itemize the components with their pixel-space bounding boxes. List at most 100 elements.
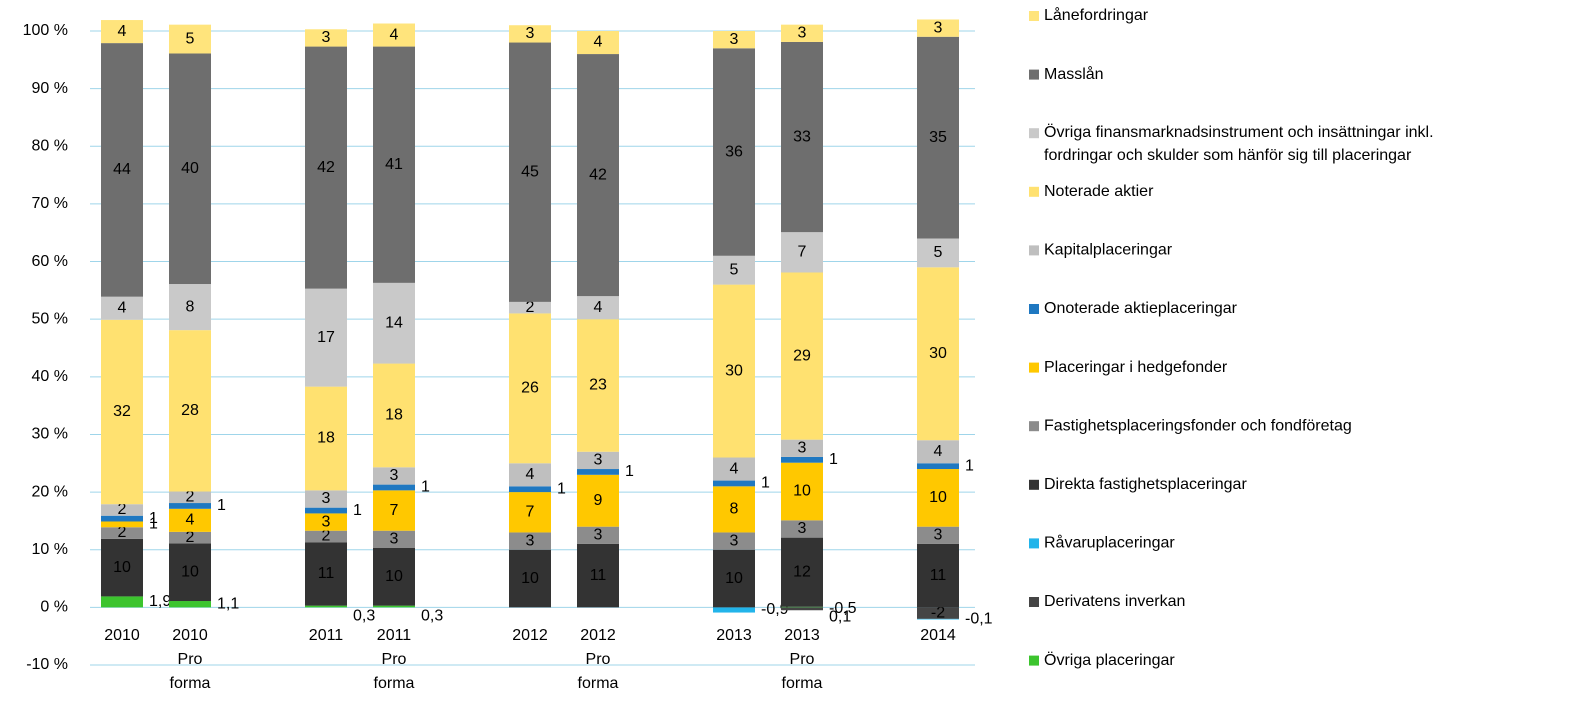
bar-segment xyxy=(169,531,211,544)
data-label: 4 xyxy=(118,23,127,40)
data-label: 4 xyxy=(594,34,603,51)
data-label: 35 xyxy=(929,129,947,146)
bar-segment xyxy=(101,43,143,297)
legend-swatch xyxy=(1029,245,1039,256)
data-label: 1 xyxy=(557,480,566,497)
data-label: 3 xyxy=(526,25,535,42)
data-label: 0,3 xyxy=(353,608,375,625)
data-label: 2 xyxy=(186,529,195,546)
data-label: 1 xyxy=(217,497,226,514)
y-tick-label: 30 % xyxy=(32,426,68,443)
bar-segment xyxy=(781,272,823,440)
legend-swatch xyxy=(1029,11,1039,21)
data-label: 7 xyxy=(798,244,807,261)
y-tick-label: -10 % xyxy=(26,656,68,673)
bar-segment xyxy=(305,530,347,543)
data-label: 2 xyxy=(118,524,127,541)
data-label: 44 xyxy=(113,161,131,178)
x-tick-label: 2014 xyxy=(920,627,956,644)
data-label: 3 xyxy=(594,527,603,544)
bar-segment xyxy=(781,537,823,607)
data-label: 10 xyxy=(929,489,947,506)
bar-segment xyxy=(577,451,619,470)
bar-segment xyxy=(169,491,211,504)
data-label: 3 xyxy=(594,452,603,469)
legend-swatch xyxy=(1029,69,1039,80)
bar-segment xyxy=(713,31,755,49)
data-label: 32 xyxy=(113,403,131,420)
bar-segment xyxy=(781,462,823,521)
data-label: 3 xyxy=(390,531,399,548)
data-label: 23 xyxy=(589,377,607,394)
data-label: -2 xyxy=(931,604,945,621)
data-label: 4 xyxy=(594,299,603,316)
bar-segment xyxy=(373,282,415,364)
bar-segment xyxy=(781,439,823,457)
data-label: 10 xyxy=(521,570,539,587)
data-label: 4 xyxy=(934,443,943,460)
bar-segment xyxy=(169,284,211,331)
data-label: 28 xyxy=(181,402,199,419)
data-label: -0,5 xyxy=(829,600,857,617)
data-label: 10 xyxy=(385,568,403,585)
bar-segment xyxy=(781,606,823,608)
bar-segment xyxy=(373,363,415,468)
data-label: 42 xyxy=(589,166,607,183)
data-label: 3 xyxy=(322,490,331,507)
data-label: 3 xyxy=(390,467,399,484)
bar-segment xyxy=(713,284,755,458)
data-label: 5 xyxy=(186,30,195,47)
bar-segment xyxy=(169,330,211,492)
bar-segment xyxy=(169,24,211,54)
bar-segment xyxy=(305,46,347,289)
bar-segment xyxy=(713,480,755,487)
bar-segment xyxy=(373,484,415,491)
bar-segment xyxy=(781,607,823,611)
legend-swatch xyxy=(1029,304,1039,314)
bar-segment xyxy=(781,24,823,42)
bar-segment xyxy=(101,538,143,597)
bar-segment xyxy=(781,520,823,538)
data-label: 30 xyxy=(725,362,743,379)
data-label: 1,1 xyxy=(217,595,239,612)
x-tick-label: 2011 Pro forma xyxy=(374,627,415,692)
bar-segment xyxy=(101,504,143,516)
y-tick-label: 60 % xyxy=(32,253,68,270)
bar-segment xyxy=(781,41,823,233)
bar-segment xyxy=(305,507,347,514)
bar-segment xyxy=(713,48,755,256)
data-label: 10 xyxy=(725,570,743,587)
data-label: 3 xyxy=(798,25,807,42)
legend-label: Fastighetsplaceringsfonder och fondföret… xyxy=(1044,417,1352,434)
legend-label: Derivatens inverkan xyxy=(1044,593,1185,610)
data-label: 0,3 xyxy=(421,608,443,625)
bar-segment xyxy=(509,25,551,43)
y-tick-label: 100 % xyxy=(23,22,68,39)
data-label: 26 xyxy=(521,380,539,397)
bar-segment xyxy=(373,547,415,606)
bar-segment xyxy=(373,467,415,485)
legend-label: Övriga placeringar xyxy=(1044,651,1175,669)
data-label: 1 xyxy=(761,475,770,492)
data-label: 30 xyxy=(929,345,947,362)
legend-swatch xyxy=(1029,421,1039,432)
bar-segment xyxy=(373,23,415,47)
data-label: 1 xyxy=(149,516,158,533)
bar-segment xyxy=(169,53,211,285)
bar-segment xyxy=(781,232,823,273)
legend-label: Övriga finansmarknadsinstrument och insä… xyxy=(1044,123,1434,164)
bar-segment xyxy=(101,296,143,320)
y-tick-label: 80 % xyxy=(32,137,68,154)
bar-segment xyxy=(713,255,755,285)
bar-segment xyxy=(373,490,415,531)
bar-segment xyxy=(509,313,551,464)
data-label: 4 xyxy=(118,299,127,316)
data-label: 18 xyxy=(317,430,335,447)
data-label: 1 xyxy=(829,451,838,468)
bar-segment xyxy=(577,526,619,544)
bar-segment xyxy=(781,456,823,463)
data-label: 2 xyxy=(186,488,195,505)
legend-label: Lånefordringar xyxy=(1044,6,1149,24)
bar-segment xyxy=(577,296,619,320)
